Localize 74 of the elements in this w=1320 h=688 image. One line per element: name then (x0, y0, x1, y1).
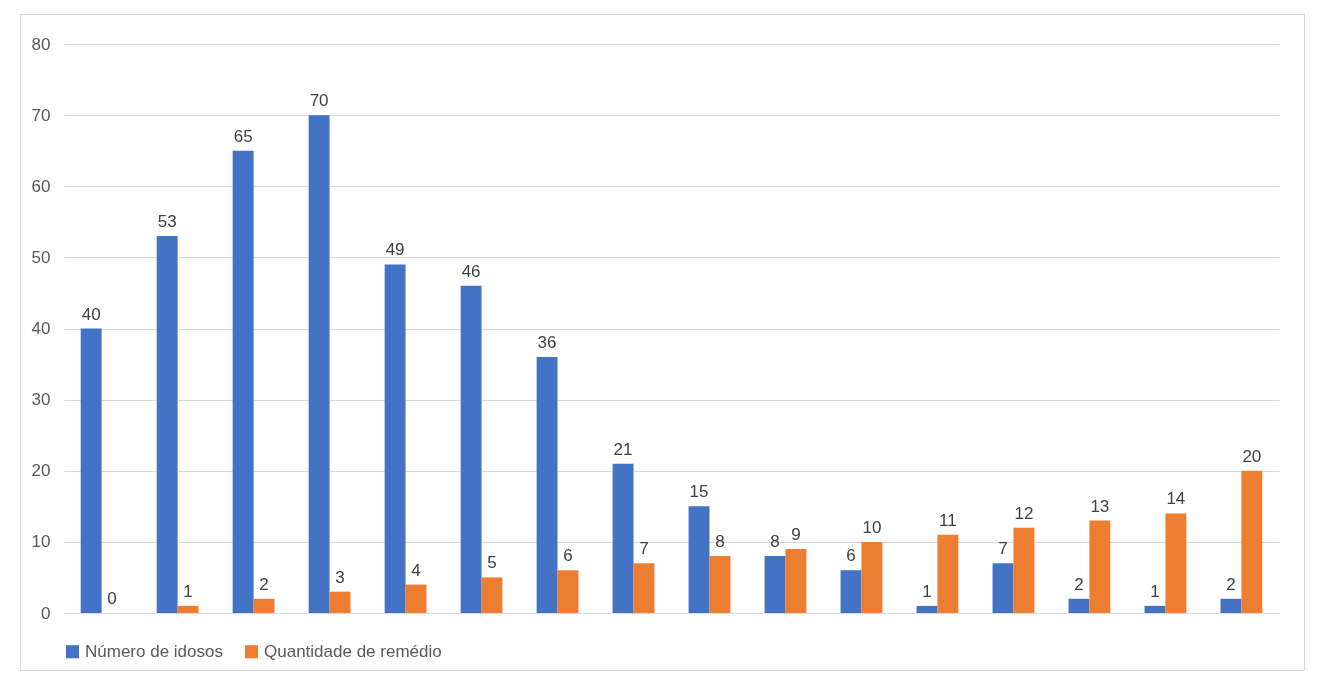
data-label: 6 (563, 546, 573, 566)
data-label: 8 (715, 532, 725, 552)
bar (1013, 527, 1035, 613)
bar (384, 264, 406, 613)
bar (80, 328, 102, 613)
bar (308, 115, 330, 613)
bar (1165, 513, 1187, 613)
data-label: 1 (1150, 581, 1160, 601)
bar (861, 541, 883, 613)
data-label: 0 (107, 589, 117, 608)
bar (840, 570, 862, 613)
legend-label: Quantidade de remédio (264, 641, 442, 661)
data-label: 70 (309, 91, 329, 111)
data-label: 21 (613, 439, 633, 459)
bar (156, 236, 178, 613)
data-label: 14 (1166, 489, 1186, 509)
data-label: 20 (1242, 446, 1262, 466)
data-label: 12 (1014, 503, 1034, 523)
bar (992, 563, 1014, 613)
data-label: 6 (846, 546, 856, 566)
bar (232, 150, 254, 613)
data-label: 40 (81, 304, 101, 324)
bar (460, 285, 482, 613)
y-tick-label: 20 (31, 461, 51, 481)
data-label: 10 (862, 517, 882, 537)
bar (405, 584, 427, 613)
bar (709, 556, 731, 613)
data-label: 4 (411, 560, 421, 580)
bar (481, 577, 503, 613)
y-tick-label: 30 (31, 390, 51, 410)
data-label: 2 (1226, 574, 1236, 594)
data-label: 11 (939, 510, 957, 530)
data-label: 2 (1074, 574, 1084, 594)
bar (764, 556, 786, 613)
data-label: 49 (385, 240, 405, 260)
data-label: 65 (233, 126, 253, 146)
bar (557, 570, 579, 613)
data-label: 9 (791, 524, 801, 544)
y-tick-label: 40 (31, 319, 51, 338)
data-label: 5 (487, 553, 497, 573)
y-tick-label: 10 (31, 532, 51, 552)
bar (785, 548, 807, 613)
data-label: 7 (639, 539, 649, 559)
y-tick-label: 60 (31, 176, 51, 196)
data-label: 3 (335, 567, 345, 587)
legend-label: Número de idosos (85, 641, 223, 661)
bar (1089, 520, 1111, 613)
data-label: 1 (183, 581, 193, 601)
y-tick-label: 80 (31, 34, 51, 54)
y-tick-label: 70 (31, 105, 51, 125)
data-label: 53 (157, 212, 177, 232)
data-label: 46 (461, 261, 481, 281)
data-label: 2 (259, 574, 269, 594)
bar (329, 591, 351, 613)
bar (253, 598, 275, 613)
data-label: 36 (537, 332, 557, 352)
data-label: 15 (689, 482, 709, 502)
y-tick-label: 0 (41, 603, 51, 623)
bar (177, 605, 199, 613)
bar (1144, 605, 1166, 613)
data-label: 8 (770, 532, 780, 552)
bar (1220, 598, 1242, 613)
data-label: 7 (998, 539, 1008, 559)
bar (612, 463, 634, 613)
bar (633, 563, 655, 613)
data-label: 1 (922, 581, 932, 601)
data-label: 13 (1090, 496, 1110, 516)
bar (916, 605, 938, 613)
y-tick-label: 50 (31, 247, 51, 267)
bar (937, 534, 959, 613)
bar (688, 506, 710, 613)
bar (536, 356, 558, 613)
bar (1241, 470, 1263, 613)
bar (1068, 598, 1090, 613)
